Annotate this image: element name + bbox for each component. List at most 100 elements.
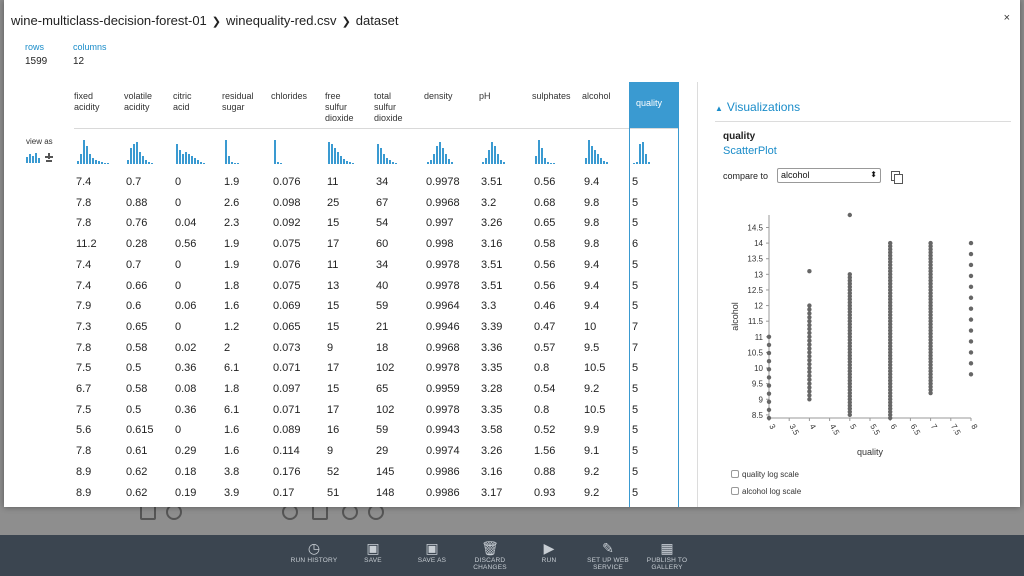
table-cell[interactable]: 3.51 [481, 176, 503, 188]
table-cell[interactable]: 0.65 [126, 320, 148, 333]
table-cell[interactable]: 0.9986 [426, 465, 460, 478]
table-cell[interactable]: 59 [376, 424, 389, 437]
table-cell[interactable]: 5 [632, 486, 639, 499]
table-cell[interactable]: 0.61 [126, 445, 148, 458]
table-cell[interactable]: 0 [175, 176, 182, 188]
table-cell[interactable]: 7.4 [76, 176, 92, 188]
table-cell[interactable]: 9.4 [584, 176, 600, 188]
table-cell[interactable]: 9.2 [584, 383, 600, 395]
table-cell[interactable]: 0.66 [126, 279, 148, 292]
column-header-6[interactable]: total sulfur dioxide [374, 82, 403, 128]
table-cell[interactable]: 7.8 [76, 445, 92, 458]
table-cell[interactable]: 0 [175, 424, 182, 437]
breadcrumb-experiment[interactable]: wine-multiclass-decision-forest-01 [11, 13, 207, 28]
command-0-button[interactable]: ◷ RUN HISTORY [284, 539, 344, 564]
column-header-3[interactable]: residual sugar [222, 82, 254, 128]
table-cell[interactable]: 7.4 [76, 258, 92, 271]
table-cell[interactable]: 0.56 [534, 258, 556, 271]
table-cell[interactable]: 3.51 [481, 258, 503, 271]
copy-icon[interactable] [891, 171, 903, 184]
table-cell[interactable]: 0.076 [273, 176, 301, 188]
table-cell[interactable]: 0.76 [126, 217, 148, 230]
table-cell[interactable]: 51 [327, 486, 340, 499]
table-cell[interactable]: 2.3 [224, 217, 240, 230]
table-cell[interactable]: 9.4 [584, 300, 600, 313]
table-cell[interactable]: 7.8 [76, 217, 92, 230]
table-cell[interactable]: 0.56 [175, 238, 197, 251]
table-cell[interactable]: 0.9968 [426, 196, 460, 209]
table-cell[interactable]: 0.9978 [426, 279, 460, 292]
table-cell[interactable]: 3.36 [481, 341, 503, 354]
table-cell[interactable]: 0.6 [126, 300, 142, 313]
alcohol-log-scale-checkbox[interactable]: alcohol log scale [731, 487, 801, 496]
table-cell[interactable]: 9.5 [584, 341, 600, 354]
table-cell[interactable]: 1.6 [224, 424, 240, 437]
quality-log-scale-checkbox[interactable]: quality log scale [731, 470, 799, 479]
table-cell[interactable]: 0.076 [273, 258, 301, 271]
table-cell[interactable]: 0.17 [273, 486, 295, 499]
table-cell[interactable]: 9.2 [584, 486, 600, 499]
table-cell[interactable]: 0.36 [175, 403, 197, 416]
table-cell[interactable]: 5 [632, 258, 639, 271]
table-cell[interactable]: 0.9959 [426, 383, 460, 395]
table-cell[interactable]: 7.5 [76, 403, 92, 416]
column-header-9[interactable]: sulphates [532, 82, 571, 128]
table-cell[interactable]: 9.8 [584, 238, 600, 251]
table-cell[interactable]: 0.54 [534, 383, 556, 395]
table-cell[interactable]: 2 [224, 341, 231, 354]
table-cell[interactable]: 3.26 [481, 217, 503, 230]
table-cell[interactable]: 3.17 [481, 486, 503, 499]
table-cell[interactable]: 17 [327, 362, 340, 375]
table-cell[interactable]: 0.56 [534, 176, 556, 188]
table-cell[interactable]: 5 [632, 424, 639, 437]
table-cell[interactable]: 16 [327, 424, 340, 437]
table-cell[interactable]: 145 [376, 465, 395, 478]
command-1-button[interactable]: ▣ SAVE [343, 539, 403, 564]
table-cell[interactable]: 5 [632, 362, 639, 375]
table-cell[interactable]: 6.1 [224, 362, 240, 375]
table-cell[interactable]: 0.998 [426, 238, 454, 251]
table-cell[interactable]: 5 [632, 196, 639, 209]
table-cell[interactable]: 0.88 [534, 465, 556, 478]
table-cell[interactable]: 15 [327, 383, 340, 395]
table-cell[interactable]: 0.065 [273, 320, 301, 333]
table-cell[interactable]: 0.089 [273, 424, 301, 437]
table-cell[interactable]: 1.6 [224, 300, 240, 313]
table-cell[interactable]: 3.35 [481, 403, 503, 416]
table-cell[interactable]: 0.071 [273, 362, 301, 375]
table-cell[interactable]: 0.075 [273, 279, 301, 292]
table-cell[interactable]: 0.9978 [426, 258, 460, 271]
table-cell[interactable]: 5 [632, 279, 639, 292]
table-cell[interactable]: 5.6 [76, 424, 92, 437]
table-cell[interactable]: 5 [632, 300, 639, 313]
table-cell[interactable]: 0 [175, 279, 182, 292]
table-cell[interactable]: 25 [327, 196, 340, 209]
table-cell[interactable]: 0.68 [534, 196, 556, 209]
table-cell[interactable]: 7.4 [76, 279, 92, 292]
table-cell[interactable]: 3.16 [481, 465, 503, 478]
table-cell[interactable]: 0.997 [426, 217, 454, 230]
table-cell[interactable]: 0.071 [273, 403, 301, 416]
table-cell[interactable]: 0.7 [126, 176, 142, 188]
column-header-5[interactable]: free sulfur dioxide [325, 82, 354, 128]
table-cell[interactable]: 0.9946 [426, 320, 460, 333]
table-cell[interactable]: 59 [376, 300, 389, 313]
table-cell[interactable]: 10.5 [584, 403, 606, 416]
table-cell[interactable]: 15 [327, 300, 340, 313]
table-cell[interactable]: 6.7 [76, 383, 92, 395]
table-cell[interactable]: 21 [376, 320, 389, 333]
table-cell[interactable]: 0.9974 [426, 445, 460, 458]
table-cell[interactable]: 1.56 [534, 445, 556, 458]
table-cell[interactable]: 0.097 [273, 383, 301, 395]
table-cell[interactable]: 29 [376, 445, 389, 458]
histogram-view-icon[interactable] [26, 151, 66, 163]
table-cell[interactable]: 0.9968 [426, 341, 460, 354]
table-cell[interactable]: 0.8 [534, 362, 550, 375]
table-cell[interactable]: 9.9 [584, 424, 600, 437]
table-cell[interactable]: 0.19 [175, 486, 197, 499]
table-cell[interactable]: 0.8 [534, 403, 550, 416]
table-cell[interactable]: 1.2 [224, 320, 240, 333]
table-cell[interactable]: 34 [376, 258, 389, 271]
table-cell[interactable]: 9 [327, 341, 334, 354]
column-header-7[interactable]: density [424, 82, 453, 128]
